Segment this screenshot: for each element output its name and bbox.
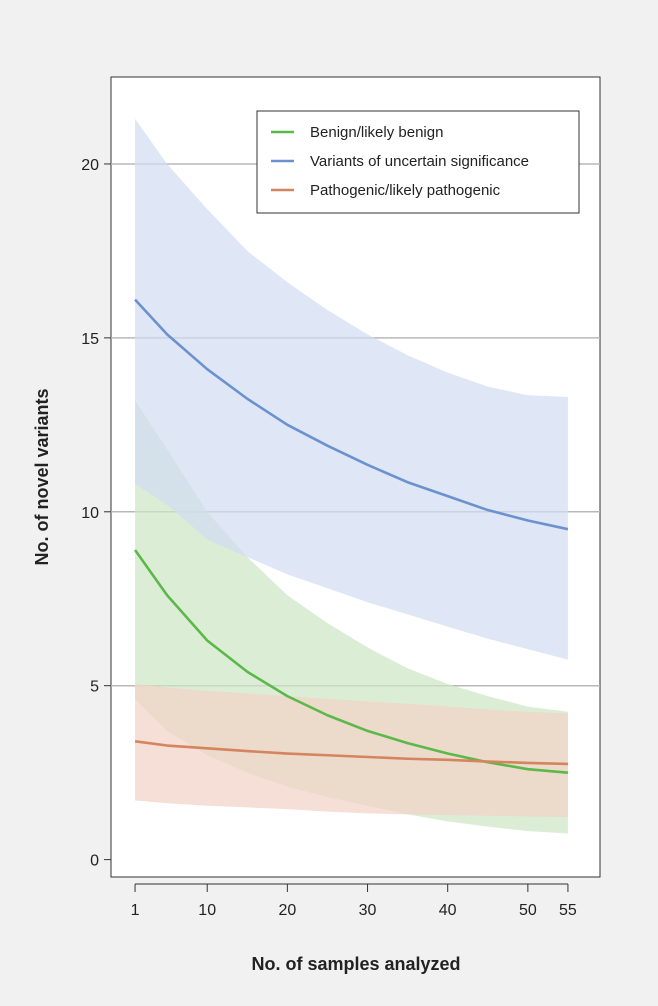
x-tick-label: 55 [559,902,577,919]
y-tick-label: 0 [90,853,99,870]
legend-label: Pathogenic/likely pathogenic [310,182,501,199]
y-tick-label: 10 [81,505,99,522]
confidence-bands [135,118,568,834]
x-axis-title: No. of samples analyzed [251,954,460,974]
x-tick-label: 1 [131,902,140,919]
legend-label: Benign/likely benign [310,124,443,141]
legend: Benign/likely benign Variants of uncertai… [256,110,580,214]
legend-label: Variants of uncertain significance [310,153,529,170]
y-tick-label: 20 [81,157,99,174]
confidence-band-1 [135,118,568,660]
legend-box [256,110,580,214]
x-tick-label: 20 [278,902,296,919]
series-line-1 [134,298,569,531]
x-tick-label: 30 [359,902,377,919]
series-line-2 [134,740,568,766]
y-tick-label: 15 [81,331,99,348]
confidence-band-2 [135,683,568,818]
series-line-0 [133,549,569,774]
x-tick-label: 50 [519,902,537,919]
y-axis-title: No. of novel variants [32,388,52,565]
x-tick-label: 10 [198,902,216,919]
y-tick-label: 5 [90,679,99,696]
series-lines [133,298,569,774]
x-tick-label: 40 [439,902,457,919]
axes: 0 5 10 15 20 1 10 20 30 40 50 55 [81,157,577,919]
